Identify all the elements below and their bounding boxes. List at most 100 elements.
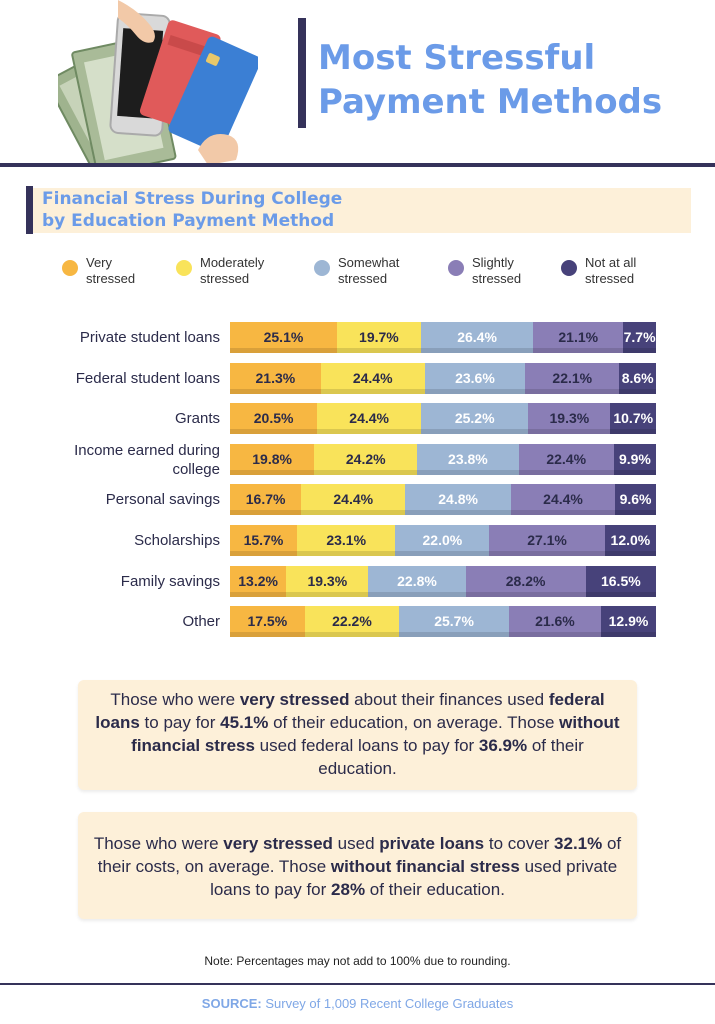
rounding-note: Note: Percentages may not add to 100% du… <box>204 954 511 968</box>
value-label-private-student-loans-somewhat: 26.4% <box>457 329 497 345</box>
legend-item-very: Very stressed <box>62 255 176 287</box>
legend-label-very: Very stressed <box>86 255 176 287</box>
legend-label-not-at-all-line1: Not at all <box>585 255 637 270</box>
bar-income-earned-during-college-moderately <box>314 444 418 475</box>
bar-grants-very <box>230 403 318 434</box>
legend-label-somewhat: Somewhat stressed <box>338 255 428 287</box>
bar-private-student-loans-not-at-all <box>623 322 657 353</box>
value-label-personal-savings-somewhat: 24.8% <box>438 491 478 507</box>
value-label-federal-student-loans-not-at-all: 8.6% <box>621 370 654 386</box>
legend-label-slightly-line2: stressed <box>472 271 522 286</box>
source-label: SOURCE: <box>201 996 262 1011</box>
value-label-private-student-loans-not-at-all: 7.7% <box>623 329 656 345</box>
bar-scholarships-somewhat <box>395 525 490 556</box>
bar-income-earned-during-college-somewhat <box>417 444 520 475</box>
value-label-personal-savings-very: 16.7% <box>245 491 286 507</box>
bar-income-earned-during-college-very <box>230 444 315 475</box>
value-label-grants-very: 20.5% <box>253 410 294 426</box>
title-line-1: Most Stressful <box>318 38 596 78</box>
legend-label-slightly: Slightly stressed <box>472 255 562 287</box>
subtitle-band <box>26 188 691 233</box>
row-label-scholarships: Scholarships <box>134 532 220 549</box>
value-label-other-very: 17.5% <box>247 613 288 629</box>
callout-0-text-3: federal loans <box>95 690 605 732</box>
bar-private-student-loans-somewhat <box>420 322 534 353</box>
bar-personal-savings-not-at-all <box>615 484 657 515</box>
legend-item-somewhat: Somewhat stressed <box>314 255 428 287</box>
bar-grants-slightly <box>528 403 611 434</box>
callout-1-text-7: without financial stress <box>330 857 520 876</box>
value-label-other-not-at-all: 12.9% <box>608 613 649 629</box>
bar-federal-student-loans-not-at-all <box>619 363 657 394</box>
legend-swatch-somewhat <box>314 260 330 276</box>
legend-label-moderately-line2: stressed <box>200 271 250 286</box>
legend-item-slightly: Slightly stressed <box>448 255 562 287</box>
callout-1-text-5: 32.1% <box>554 834 603 853</box>
money-and-cards-icon <box>58 0 258 165</box>
value-label-scholarships-moderately: 23.1% <box>326 532 367 548</box>
value-label-family-savings-somewhat: 22.8% <box>397 573 437 589</box>
bar-grants-moderately <box>317 403 422 434</box>
source-line: SOURCE: Survey of 1,009 Recent College G… <box>0 996 715 1011</box>
bar-other-not-at-all <box>600 606 657 637</box>
value-label-federal-student-loans-slightly: 22.1% <box>552 370 593 386</box>
callout-0-text-1: very stressed <box>239 690 350 709</box>
callout-0-text-2: about their finances used <box>349 690 549 709</box>
chart-title-line-1: Financial Stress During College <box>42 189 343 209</box>
value-label-family-savings-moderately: 19.3% <box>307 573 348 589</box>
value-label-income-earned-during-college-very: 19.8% <box>252 451 292 467</box>
row-label-grants: Grants <box>174 410 220 427</box>
value-label-grants-somewhat: 25.2% <box>454 410 495 426</box>
bar-family-savings-somewhat <box>368 566 467 597</box>
subtitle-accent-bar <box>26 186 33 234</box>
legend-swatch-not-at-all <box>561 260 577 276</box>
callout-1-text-0: Those who were <box>93 834 224 853</box>
callout-0-text-6: of their education, on average. Those <box>268 713 560 732</box>
callout-1-text-9: 28% <box>331 880 366 899</box>
callout-0-text-10: of their education. <box>318 736 584 778</box>
value-label-personal-savings-moderately: 24.4% <box>333 491 374 507</box>
callout-1-text-3: private loans <box>379 834 485 853</box>
row-label-family-savings: Family savings <box>120 573 220 590</box>
source-text: Survey of 1,009 Recent College Graduates <box>261 996 514 1011</box>
bar-family-savings-not-at-all <box>585 566 657 597</box>
value-label-other-moderately: 22.2% <box>332 613 372 629</box>
legend-label-very-line1: Very <box>86 255 113 270</box>
hero-illustration <box>58 0 258 165</box>
value-label-grants-moderately: 24.4% <box>349 410 389 426</box>
value-label-family-savings-slightly: 28.2% <box>505 573 546 589</box>
callout-0-text-0: Those who were <box>110 690 240 709</box>
callout-1-text-1: very stressed <box>223 834 333 853</box>
callout-1-text-10: of their education. <box>365 880 505 899</box>
value-label-income-earned-during-college-not-at-all: 9.9% <box>618 451 651 467</box>
row-label-other: Other <box>182 613 220 630</box>
legend-swatch-moderately <box>176 260 192 276</box>
value-label-other-somewhat: 25.7% <box>434 613 474 629</box>
row-label-federal-student-loans: Federal student loans <box>75 370 220 387</box>
bar-personal-savings-somewhat <box>405 484 512 515</box>
legend-label-very-line2: stressed <box>86 271 136 286</box>
callout-0-text-4: to pay for <box>139 713 221 732</box>
bar-personal-savings-moderately <box>301 484 406 515</box>
page-title: Most Stressful Payment Methods <box>318 36 662 124</box>
callout-0-text-8: used federal loans to pay for <box>254 736 479 755</box>
callout-1-text-4: to cover <box>484 834 555 853</box>
value-label-personal-savings-not-at-all: 9.6% <box>619 491 652 507</box>
value-label-income-earned-during-college-slightly: 22.4% <box>546 451 587 467</box>
bar-grants-not-at-all <box>610 403 657 434</box>
bar-family-savings-very <box>230 566 287 597</box>
value-label-scholarships-slightly: 27.1% <box>527 532 567 548</box>
bar-income-earned-during-college-slightly <box>518 444 615 475</box>
value-label-grants-slightly: 19.3% <box>549 410 590 426</box>
bar-other-somewhat <box>399 606 510 637</box>
bar-income-earned-during-college-not-at-all <box>613 444 657 475</box>
value-label-scholarships-very: 15.7% <box>243 532 284 548</box>
chart-title: Financial Stress During College by Educa… <box>42 188 342 232</box>
bar-scholarships-slightly <box>489 525 606 556</box>
value-label-personal-savings-slightly: 24.4% <box>543 491 583 507</box>
callout-federal-loans: Those who were very stressed about their… <box>78 680 637 790</box>
legend-item-not-at-all: Not at all stressed <box>561 255 675 287</box>
legend-label-somewhat-line2: stressed <box>338 271 388 286</box>
value-label-private-student-loans-slightly: 21.1% <box>558 329 599 345</box>
bar-personal-savings-very <box>230 484 302 515</box>
